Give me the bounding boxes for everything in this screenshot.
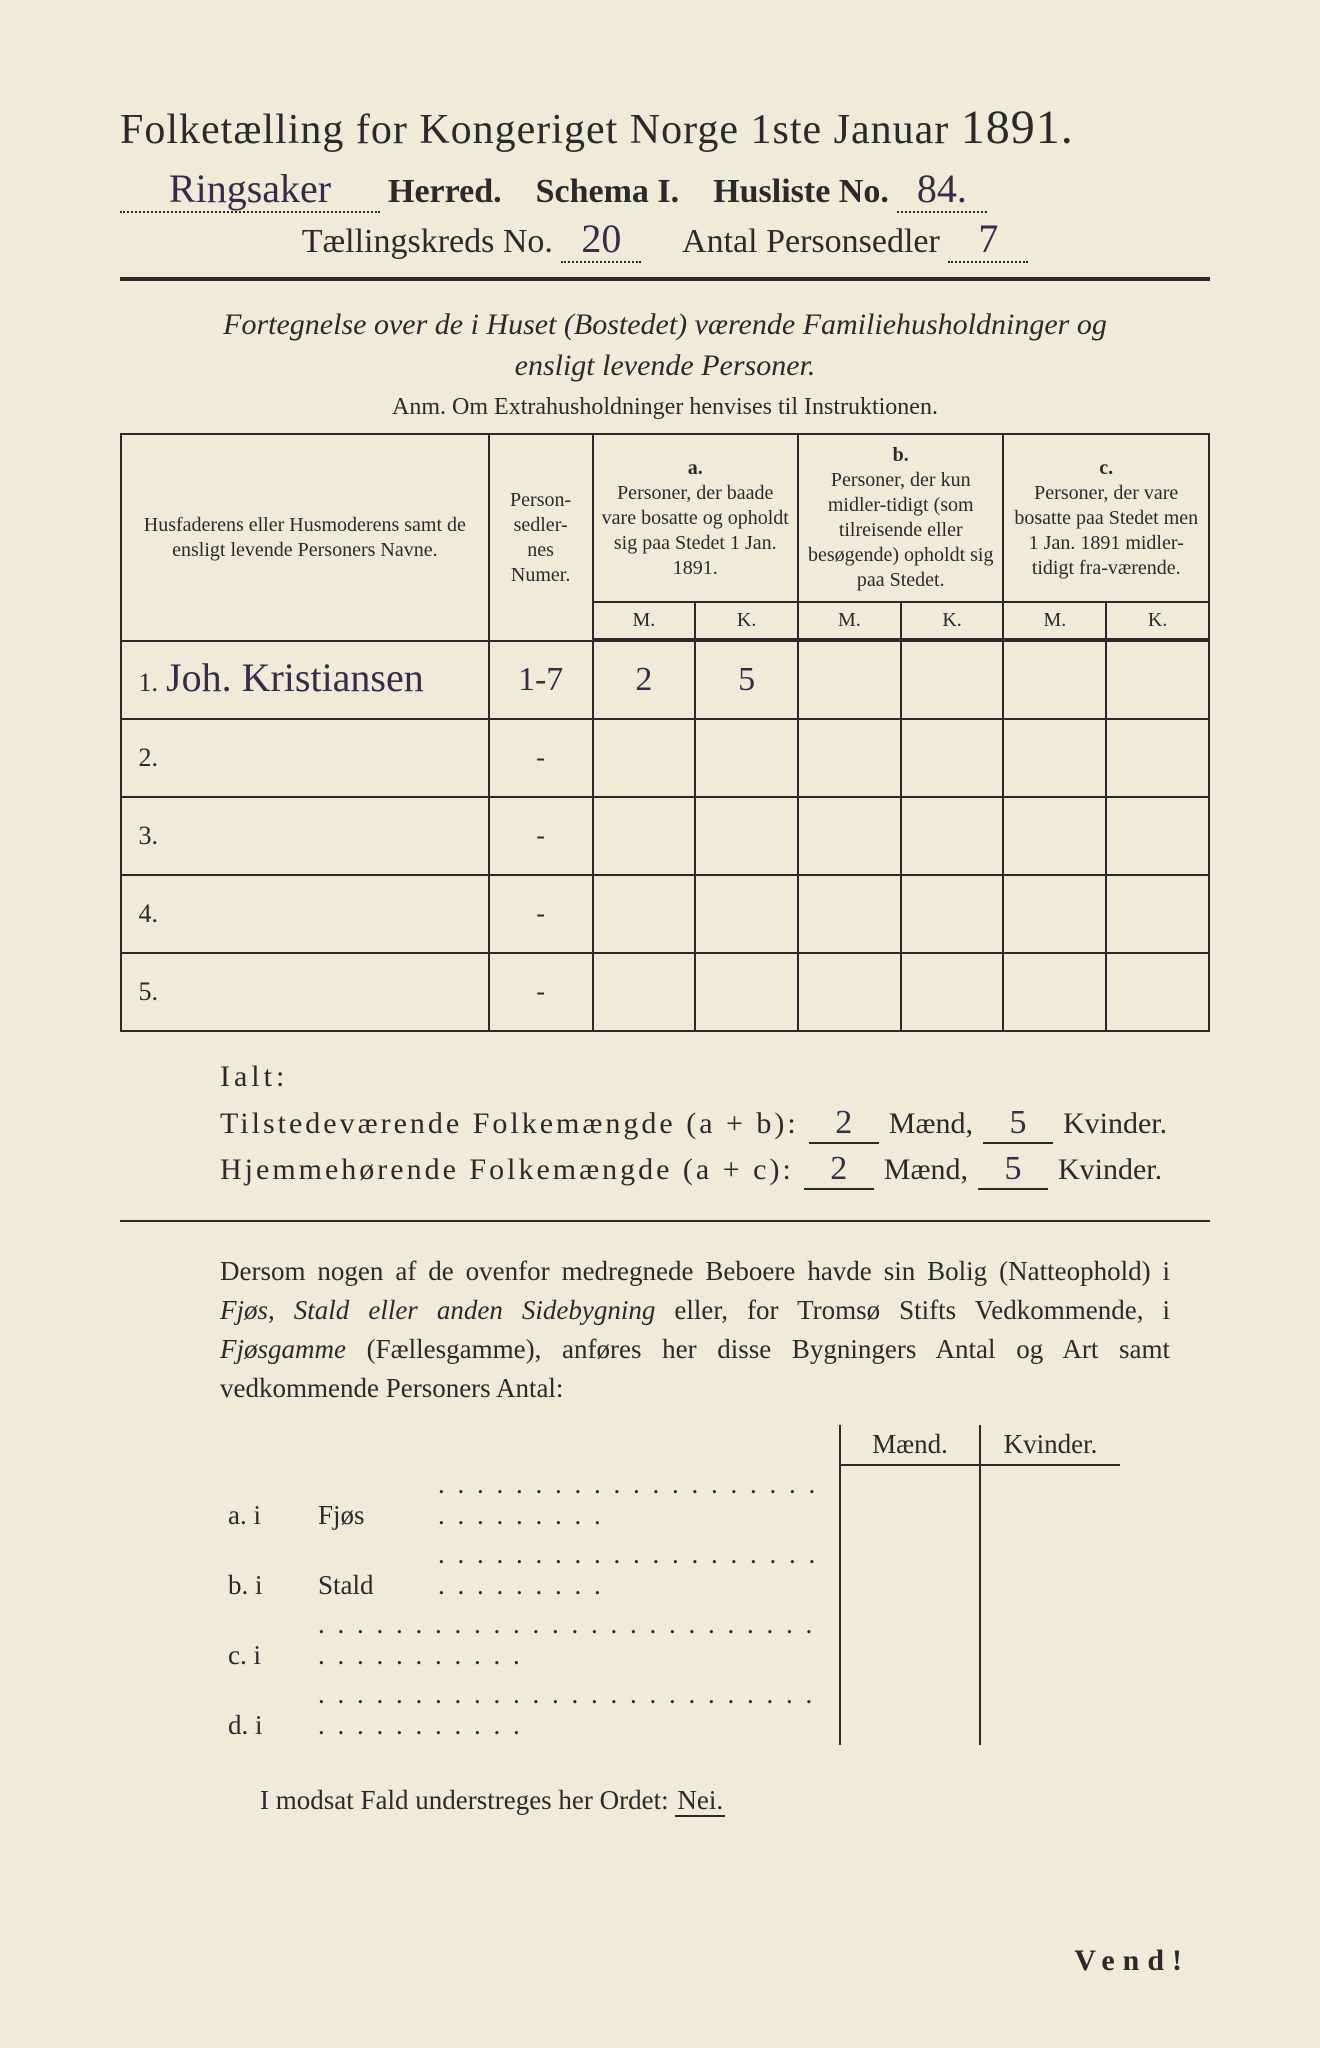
page-title: Folketælling for Kongeriget Norge 1ste J… [120, 100, 1210, 155]
vend-label: Vend! [1074, 1944, 1190, 1978]
row-num: 4. [132, 899, 158, 929]
ialt-label: Ialt: [220, 1060, 1210, 1094]
cell-a-m: 2 [635, 661, 652, 698]
header-line-herred: Ringsaker Herred. Schema I. Husliste No.… [120, 173, 1210, 213]
total-resident-line: Hjemmehørende Folkemængde (a + c): 2 Mæn… [120, 1150, 1210, 1190]
ialt-text: Ialt: [220, 1060, 288, 1093]
para-text-2: eller, for Tromsø Stifts Vedkommende, i [655, 1295, 1170, 1325]
building-paragraph: Dersom nogen af de ovenfor medregnede Be… [220, 1252, 1170, 1409]
bldg-row: a. i Fjøs . . . . . . . . . . . . . . . … [220, 1465, 1120, 1535]
bldg-key: d. i [220, 1675, 310, 1745]
subtitle: Fortegnelse over de i Huset (Bostedet) v… [180, 305, 1150, 386]
dots: . . . . . . . . . . . . . . . . . . . . … [430, 1465, 840, 1535]
para-text-3: (Fællesgamme), anføres her disse Bygning… [220, 1334, 1170, 1403]
kvinder-label: Kvinder. [1063, 1107, 1167, 1141]
col-a-text: Personer, der baade vare bosatte og opho… [598, 481, 793, 581]
col-b-m: M. [798, 602, 901, 639]
bldg-label: Stald [310, 1535, 430, 1605]
census-form-page: Folketælling for Kongeriget Norge 1ste J… [0, 0, 1320, 2048]
row-num: 5. [132, 977, 158, 1007]
col-c-k: K. [1106, 602, 1209, 639]
col-header-numer: Person- sedler- nes Numer. [489, 434, 593, 641]
bldg-row: d. i . . . . . . . . . . . . . . . . . .… [220, 1675, 1120, 1745]
row-num: 3. [132, 821, 158, 851]
nei-prefix: I modsat Fald understreges her Ordet: [260, 1785, 675, 1815]
row-num: 1. [132, 668, 158, 698]
table-row: 5. - [121, 953, 1209, 1031]
cell-a-k: 5 [738, 661, 755, 698]
bldg-key: c. i [220, 1605, 310, 1675]
row-num: 2. [132, 743, 158, 773]
resident-label: Hjemmehørende Folkemængde (a + c): [220, 1153, 794, 1187]
kvinder-label: Kvinder. [1058, 1153, 1162, 1187]
resident-k: 5 [1004, 1150, 1021, 1187]
antal-handwritten: 7 [978, 223, 998, 255]
kreds-handwritten: 20 [581, 223, 621, 255]
bldg-row: c. i . . . . . . . . . . . . . . . . . .… [220, 1605, 1120, 1675]
herred-label: Herred. [388, 173, 502, 211]
resident-m: 2 [830, 1150, 847, 1187]
col-b-k: K. [901, 602, 1004, 639]
bldg-key: a. i [220, 1465, 310, 1535]
table-row: 3. - [121, 797, 1209, 875]
row-name-hand: Joh. Kristiansen [166, 662, 424, 694]
kreds-label: Tællingskreds No. [302, 223, 553, 260]
nei-line: I modsat Fald understreges her Ordet: Ne… [260, 1785, 1210, 1816]
col-c-m: M. [1003, 602, 1106, 639]
title-text: Folketælling for Kongeriget Norge 1ste J… [120, 107, 949, 153]
maend-label: Mænd, [884, 1153, 968, 1187]
husliste-handwritten: 84. [917, 173, 967, 205]
dots: . . . . . . . . . . . . . . . . . . . . … [430, 1535, 840, 1605]
rule-divider [120, 1220, 1210, 1222]
schema-label: Schema I. [536, 173, 680, 211]
building-table: Mænd. Kvinder. a. i Fjøs . . . . . . . .… [220, 1425, 1120, 1745]
col-b-letter: b. [803, 443, 998, 468]
header-line-kreds: Tællingskreds No. 20 Antal Personsedler … [120, 223, 1210, 263]
para-text-1: Dersom nogen af de ovenfor medregnede Be… [220, 1256, 1170, 1286]
col-c-letter: c. [1008, 456, 1204, 481]
col-a-k: K. [695, 602, 798, 639]
title-year: 1891. [961, 101, 1074, 154]
table-row: 2. - [121, 719, 1209, 797]
col-b-text: Personer, der kun midler-tidigt (som til… [803, 468, 998, 593]
col-header-name: Husfaderens eller Husmoderens samt de en… [121, 434, 489, 641]
total-present-line: Tilstedeværende Folkemængde (a + b): 2 M… [120, 1104, 1210, 1144]
col-a-m: M. [593, 602, 696, 639]
table-row: 1. Joh. Kristiansen 1-7 2 5 [121, 641, 1209, 719]
row-dash: - [536, 821, 545, 850]
rule-divider [120, 277, 1210, 281]
para-italic-2: Fjøsgamme [220, 1334, 346, 1364]
row-dash: - [536, 899, 545, 928]
row-dash: - [536, 977, 545, 1006]
para-italic-1: Fjøs, Stald eller anden Sidebygning [220, 1295, 655, 1325]
bldg-label: Fjøs [310, 1465, 430, 1535]
present-m: 2 [835, 1104, 852, 1141]
bldg-row: b. i Stald . . . . . . . . . . . . . . .… [220, 1535, 1120, 1605]
maend-label: Mænd, [889, 1107, 973, 1141]
nei-word: Nei. [675, 1785, 725, 1817]
bldg-head-k: Kvinder. [980, 1425, 1120, 1465]
antal-label: Antal Personsedler [682, 223, 940, 260]
present-label: Tilstedeværende Folkemængde (a + b): [220, 1107, 799, 1141]
bldg-head-m: Mænd. [840, 1425, 980, 1465]
col-a-letter: a. [598, 456, 793, 481]
herred-handwritten: Ringsaker [169, 173, 331, 205]
anm-note: Anm. Om Extrahusholdninger henvises til … [120, 394, 1210, 421]
dots: . . . . . . . . . . . . . . . . . . . . … [310, 1605, 840, 1675]
present-k: 5 [1009, 1104, 1026, 1141]
row-dash: - [536, 743, 545, 772]
table-row: 4. - [121, 875, 1209, 953]
household-table: Husfaderens eller Husmoderens samt de en… [120, 433, 1210, 1032]
col-c-text: Personer, der vare bosatte paa Stedet me… [1008, 481, 1204, 581]
bldg-header: Mænd. Kvinder. [220, 1425, 1120, 1465]
bldg-key: b. i [220, 1535, 310, 1605]
dots: . . . . . . . . . . . . . . . . . . . . … [310, 1675, 840, 1745]
row-numer-hand: 1-7 [518, 661, 563, 698]
husliste-label: Husliste No. [713, 173, 889, 211]
